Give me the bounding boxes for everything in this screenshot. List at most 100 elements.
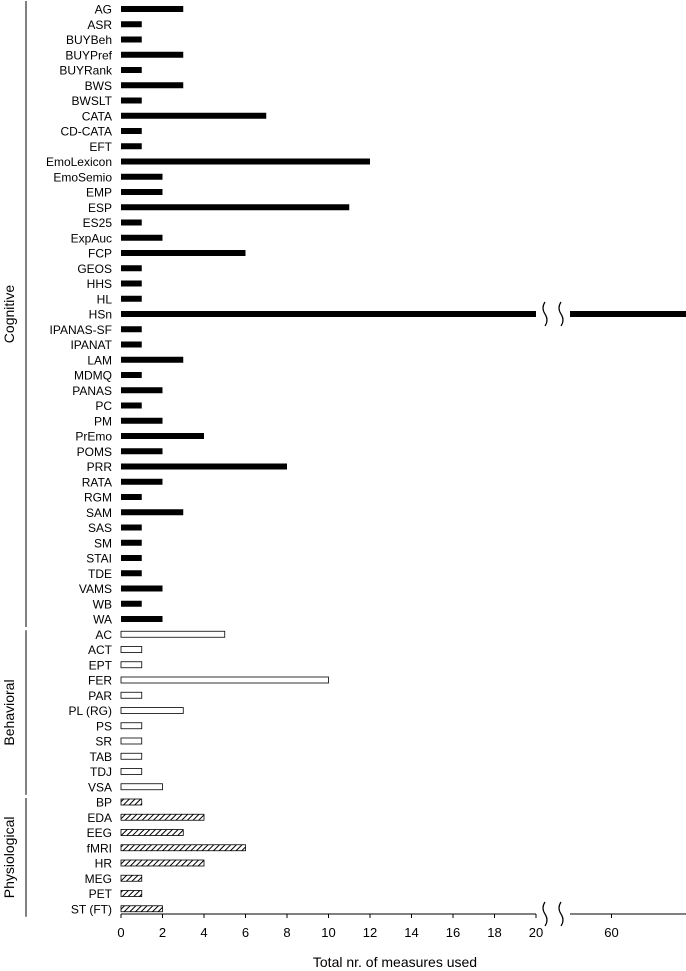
group-label-behavioral: Behavioral — [1, 679, 17, 745]
bar-ac — [120, 630, 226, 638]
category-label-vsa: VSA — [88, 780, 112, 794]
x-tick-label: 18 — [487, 925, 501, 940]
bar-sm — [121, 539, 142, 546]
bar-hr — [120, 859, 205, 867]
bar-ag — [121, 6, 184, 12]
category-label-panas: PANAS — [72, 384, 112, 398]
bar-stai — [121, 555, 142, 561]
bar-meg — [120, 874, 143, 882]
category-label-poms: POMS — [77, 445, 112, 459]
category-label-bws: BWS — [85, 79, 112, 93]
bar-vsa — [120, 783, 163, 791]
category-label-st-ft: ST (FT) — [71, 902, 112, 916]
bar-tde — [121, 570, 142, 577]
category-label-expauc: ExpAuc — [71, 231, 112, 245]
bar-eda — [120, 813, 205, 821]
bar-bws — [121, 82, 184, 89]
bar-fer — [120, 676, 329, 684]
category-label-eda: EDA — [87, 811, 112, 825]
category-label-buyrank: BUYRank — [59, 64, 113, 78]
bar-eft — [121, 143, 142, 150]
category-label-sr: SR — [95, 735, 112, 749]
category-label-asr: ASR — [87, 18, 112, 32]
category-label-cata: CATA — [82, 109, 112, 123]
bar-act — [120, 646, 143, 653]
category-label-ipanat: IPANAT — [70, 338, 112, 352]
category-label-hl: HL — [97, 292, 113, 306]
category-label-act: ACT — [88, 643, 113, 657]
category-label-meg: MEG — [85, 872, 112, 886]
bar-ps — [120, 722, 143, 730]
bar-fmri — [120, 844, 246, 852]
category-label-tab: TAB — [90, 750, 112, 764]
x-tick-label: 6 — [242, 925, 249, 940]
category-label-emosemio: EmoSemio — [53, 170, 112, 184]
bar-rata — [121, 478, 163, 485]
category-label-mdmq: MDMQ — [74, 369, 112, 383]
x-tick-label: 8 — [283, 925, 290, 940]
category-label-es25: ES25 — [83, 216, 113, 230]
bar-pl-rg — [120, 707, 184, 714]
bar-fcp — [121, 250, 246, 256]
bar-vams — [121, 585, 163, 592]
category-label-ag: AG — [95, 3, 112, 17]
x-axis: 0246810121416182060708090 — [117, 901, 686, 940]
bar-ipanat — [121, 341, 142, 348]
category-label-bp: BP — [96, 796, 112, 810]
bar-st-ft — [120, 905, 163, 913]
x-tick-label: 4 — [200, 925, 207, 940]
bar-pm — [121, 417, 163, 424]
category-label-emolexicon: EmoLexicon — [46, 155, 112, 169]
bar-asr — [121, 21, 142, 28]
category-label-sam: SAM — [86, 506, 112, 520]
bar-emolexicon — [121, 158, 370, 165]
bar-geos — [121, 265, 142, 272]
bar-bwslt — [121, 97, 142, 104]
bar-break-mark — [558, 301, 564, 327]
x-tick-label: 60 — [604, 925, 618, 940]
category-label-sas: SAS — [88, 521, 112, 535]
x-tick-label: 2 — [159, 925, 166, 940]
category-label-premo: PrEmo — [75, 430, 112, 444]
category-label-esp: ESP — [88, 201, 112, 215]
category-label-prr: PRR — [87, 460, 113, 474]
bar-buyrank — [121, 67, 142, 73]
x-tick-label: 16 — [446, 925, 460, 940]
x-axis-label: Total nr. of measures used — [313, 954, 477, 970]
bar-wb — [121, 600, 142, 607]
category-label-par: PAR — [88, 689, 112, 703]
category-label-emp: EMP — [86, 186, 112, 200]
bar-rgm — [121, 494, 142, 500]
bar-cd-cata — [121, 128, 142, 134]
bar-sam — [121, 509, 184, 516]
bar-wa — [121, 616, 163, 622]
bar-pc — [121, 402, 142, 409]
bar-bp — [120, 798, 143, 806]
category-label-bwslt: BWSLT — [72, 94, 113, 108]
bar-eeg — [120, 829, 184, 836]
category-label-ipanas-sf: IPANAS-SF — [50, 323, 112, 337]
x-tick-label: 10 — [321, 925, 335, 940]
category-label-pm: PM — [94, 414, 112, 428]
bar-ept — [120, 661, 143, 669]
bar-ipanas-sf — [121, 326, 142, 333]
bar-buybeh — [121, 36, 142, 43]
bar-hsn-continued — [570, 311, 686, 317]
category-label-wb: WB — [93, 597, 112, 611]
bar-hhs — [121, 280, 142, 287]
category-label-hr: HR — [95, 857, 113, 871]
category-label-stai: STAI — [86, 552, 112, 566]
bar-es25 — [121, 219, 142, 226]
category-label-fcp: FCP — [88, 247, 112, 261]
category-label-hhs: HHS — [87, 277, 112, 291]
bar-prr — [121, 463, 287, 470]
bar-expauc — [121, 234, 163, 241]
bar-hl — [121, 295, 142, 302]
x-tick-label: 12 — [363, 925, 377, 940]
bar-panas — [121, 387, 163, 394]
category-label-geos: GEOS — [77, 262, 112, 276]
bar-par — [120, 691, 143, 699]
category-label-lam: LAM — [87, 353, 112, 367]
